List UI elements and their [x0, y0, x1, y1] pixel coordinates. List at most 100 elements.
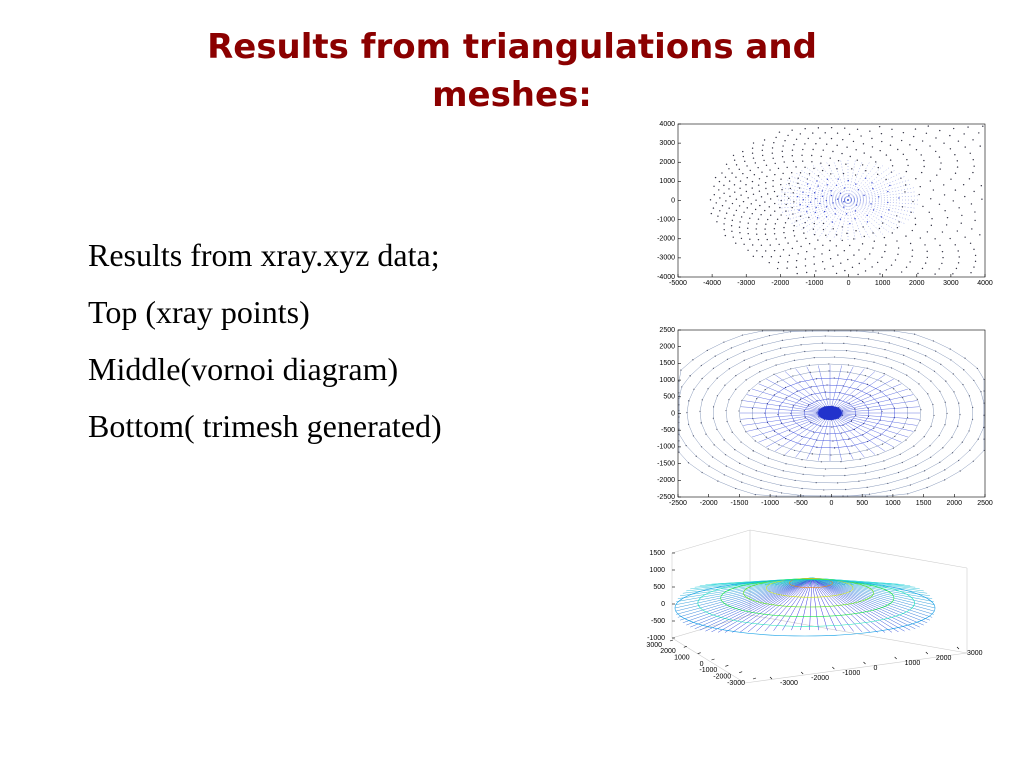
cell-edge	[784, 412, 831, 455]
point	[939, 168, 941, 170]
point	[880, 216, 883, 218]
point	[775, 136, 777, 139]
point	[765, 223, 767, 225]
point	[847, 179, 849, 182]
point	[772, 185, 774, 188]
ray	[791, 176, 849, 201]
point	[830, 190, 832, 192]
point	[950, 178, 952, 180]
point	[823, 210, 826, 213]
ray	[791, 199, 849, 224]
point	[835, 234, 838, 236]
cell-edge	[829, 412, 842, 461]
point	[826, 143, 828, 145]
point	[849, 244, 851, 247]
point	[780, 214, 782, 216]
slide-title: Results from triangulations and meshes:	[207, 27, 817, 115]
point	[855, 204, 858, 206]
point	[885, 269, 888, 271]
ray	[847, 199, 912, 217]
point	[763, 159, 765, 162]
x-tick-label: 0	[700, 661, 704, 668]
point	[896, 240, 898, 242]
ray	[779, 191, 849, 201]
point	[806, 205, 809, 208]
point	[894, 259, 897, 261]
point	[979, 234, 981, 236]
point	[813, 233, 816, 236]
point	[751, 147, 754, 149]
point	[896, 227, 899, 229]
point	[944, 210, 946, 212]
ray	[847, 199, 901, 227]
point	[900, 271, 903, 273]
point	[820, 155, 822, 158]
mesh-edge	[679, 577, 813, 621]
point	[742, 172, 744, 175]
point	[851, 168, 853, 170]
point	[791, 149, 794, 151]
point	[832, 265, 834, 268]
point	[821, 169, 824, 172]
z-tick-label: 1000	[649, 567, 665, 574]
y-tick-label: -3000	[657, 255, 675, 262]
point	[807, 137, 809, 140]
point	[788, 177, 791, 180]
point	[861, 243, 864, 245]
point	[815, 270, 817, 272]
point	[751, 187, 753, 189]
point	[960, 222, 962, 224]
point	[788, 182, 790, 185]
point	[769, 198, 772, 200]
point	[828, 164, 831, 167]
point	[743, 211, 745, 213]
point	[885, 178, 887, 181]
point	[747, 197, 749, 199]
point	[723, 184, 725, 187]
cell-edge	[766, 412, 831, 448]
x-tick	[683, 646, 687, 648]
y-tick-label: -2500	[657, 494, 675, 501]
cell-edge	[790, 391, 869, 435]
point	[721, 172, 723, 174]
point	[973, 248, 975, 251]
point	[793, 201, 795, 203]
point	[796, 195, 799, 198]
point	[804, 166, 806, 168]
point	[754, 208, 757, 211]
point	[715, 202, 717, 204]
point	[956, 160, 959, 162]
point	[844, 127, 846, 129]
point	[822, 244, 824, 247]
point	[929, 180, 932, 182]
point	[968, 178, 971, 180]
cell-edge	[829, 371, 876, 414]
point	[783, 161, 785, 163]
point	[797, 182, 799, 185]
point	[733, 159, 736, 161]
point	[773, 249, 776, 252]
point	[844, 269, 846, 272]
point	[851, 266, 854, 269]
y-tick-label: 2000	[936, 655, 952, 662]
point	[845, 163, 847, 165]
point	[743, 243, 745, 245]
point	[856, 159, 858, 161]
point	[728, 168, 730, 170]
point	[918, 193, 920, 196]
point	[773, 190, 776, 193]
ray	[847, 199, 884, 235]
mesh-edge	[811, 577, 854, 632]
mesh-edge	[699, 577, 813, 631]
cell-edge	[746, 394, 831, 414]
point	[926, 250, 928, 253]
point	[809, 187, 811, 190]
ray	[795, 173, 849, 201]
point	[897, 247, 900, 249]
center	[818, 406, 842, 420]
point	[941, 231, 944, 233]
mesh-edge	[686, 577, 813, 626]
mesh-ring	[720, 579, 895, 617]
point	[972, 171, 974, 174]
